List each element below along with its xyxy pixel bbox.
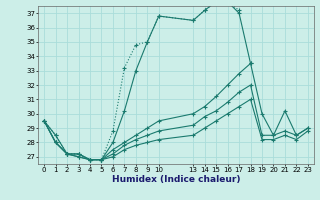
X-axis label: Humidex (Indice chaleur): Humidex (Indice chaleur) xyxy=(112,175,240,184)
